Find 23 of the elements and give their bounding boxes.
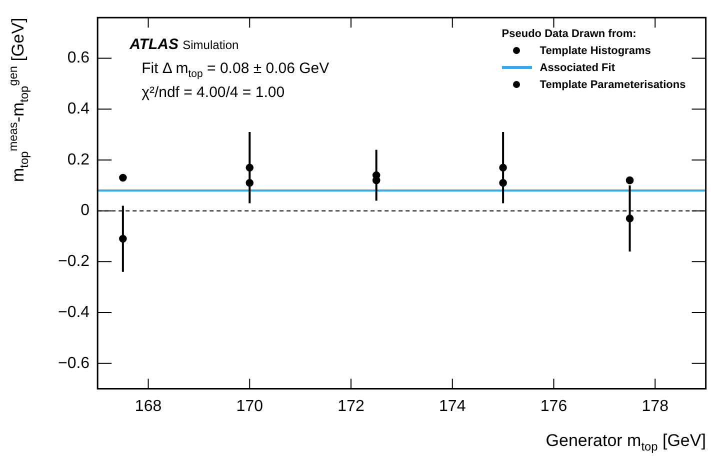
annotation: Fit Δ m$_{top}$ = 0.08 ± 0.06 GeV bbox=[142, 60, 330, 80]
x-tick-label: 174 bbox=[439, 398, 466, 415]
y-tick-label: −0.4 bbox=[58, 304, 90, 321]
x-axis-title: Generator m$_{top}$ [GeV] bbox=[546, 430, 706, 454]
x-tick-label: 176 bbox=[540, 398, 568, 415]
x-tick-label: 168 bbox=[134, 398, 162, 415]
x-tick-label: 178 bbox=[642, 398, 669, 415]
point bbox=[119, 174, 127, 182]
y-tick-label: 0 bbox=[80, 202, 90, 220]
x-tick-label: 170 bbox=[236, 398, 264, 415]
legend-label: Associated Fit bbox=[538, 60, 616, 76]
x-tick-label: 172 bbox=[338, 398, 364, 415]
y-tick-label: 0.4 bbox=[67, 100, 90, 118]
legend-label: Template Parameterisations bbox=[538, 78, 686, 93]
y-tick-label: −0.2 bbox=[58, 253, 90, 270]
y-tick-label: 0.6 bbox=[67, 50, 90, 67]
legend-label: Template Histograms bbox=[538, 44, 652, 59]
legend-title: Pseudo Data Drawn from: bbox=[502, 26, 638, 42]
y-tick-label: −0.6 bbox=[58, 354, 90, 372]
point bbox=[626, 176, 634, 184]
y-tick-label: 0.2 bbox=[67, 151, 90, 168]
annotation: χ²/ndf = 4.00/4 = 1.00 bbox=[142, 84, 285, 101]
annotation: ATLAS Simulation bbox=[130, 36, 239, 53]
